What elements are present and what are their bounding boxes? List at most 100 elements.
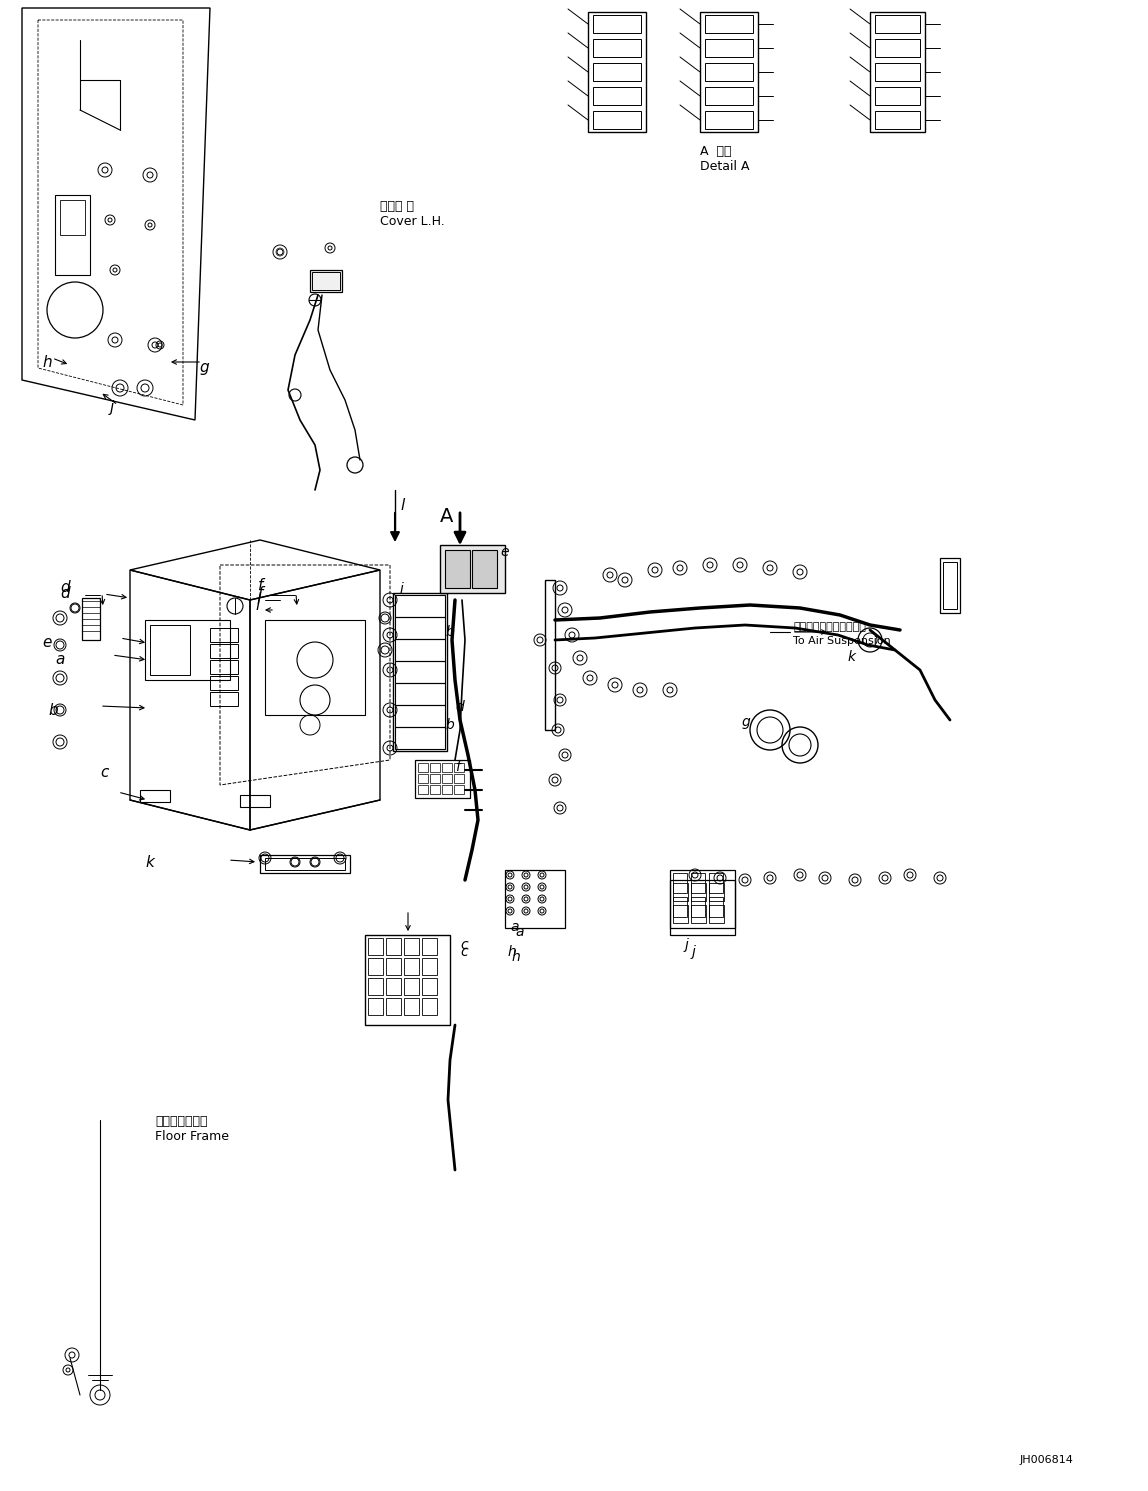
Text: A  詳細: A 詳細 [700,145,731,158]
Bar [369,997,383,1015]
Bar [594,15,641,33]
Bar [259,854,350,874]
Text: c: c [460,938,467,951]
Text: h: h [509,945,517,959]
Bar [386,978,401,994]
Bar [691,874,705,893]
Bar [240,795,270,807]
Text: f: f [258,586,263,601]
Bar [210,692,238,707]
Bar [395,705,445,728]
Text: Floor Frame: Floor Frame [155,1130,228,1144]
Bar [265,857,346,871]
Bar [691,883,706,901]
Bar [414,760,470,798]
Text: l: l [256,592,261,607]
Bar [422,959,437,975]
Bar [365,935,450,1024]
Bar [505,871,565,927]
Text: c: c [100,765,108,780]
Bar [442,763,452,772]
Bar [673,905,688,923]
Bar [418,784,428,795]
Bar [445,550,470,587]
Text: e: e [501,546,509,559]
Bar [442,784,452,795]
Bar [386,959,401,975]
Bar [875,110,920,130]
Bar [395,640,445,661]
Bar [210,644,238,658]
Bar [709,883,724,901]
Bar [395,617,445,640]
Bar [310,270,342,292]
Bar [453,763,464,772]
Text: e: e [42,635,52,650]
Bar [453,774,464,783]
Bar [691,905,706,923]
Bar [82,598,100,640]
Bar [588,12,646,133]
Text: To Air Suspension: To Air Suspension [793,637,891,646]
Bar [875,63,920,81]
Bar [404,938,419,956]
Bar [369,978,383,994]
Bar [430,774,440,783]
Bar [440,546,505,593]
Bar [140,790,170,802]
Bar [673,874,687,893]
Bar [875,86,920,104]
Bar [422,938,437,956]
Text: エアーサスペンションへ: エアーサスペンションへ [793,622,866,632]
Bar [210,675,238,690]
Bar [404,997,419,1015]
Text: フロアフレーム: フロアフレーム [155,1115,208,1129]
Bar [150,625,191,675]
Text: a: a [55,652,64,666]
Bar [870,12,925,133]
Bar [594,110,641,130]
Text: j: j [685,938,689,951]
Bar [395,683,445,705]
Text: i: i [400,581,404,596]
Bar [705,63,753,81]
Text: d: d [60,586,70,601]
Bar [705,39,753,57]
Bar [670,880,735,935]
Text: a: a [515,924,523,939]
Text: a: a [510,920,519,933]
Bar [210,628,238,643]
Bar [709,905,724,923]
Bar [395,728,445,748]
Bar [210,661,238,674]
Bar [673,898,687,917]
Text: b: b [48,702,57,719]
Bar [709,898,723,917]
Bar [875,39,920,57]
Bar [472,550,497,587]
Bar [705,15,753,33]
Bar [442,774,452,783]
Bar [705,110,753,130]
Bar [670,871,735,927]
Bar [404,959,419,975]
Bar [145,620,230,680]
Text: JH006814: JH006814 [1021,1455,1073,1466]
Bar [395,595,445,617]
Bar [673,883,688,901]
Text: k: k [145,854,154,871]
Bar [943,562,957,608]
Text: b: b [445,625,453,640]
Bar [395,661,445,683]
Text: d: d [455,699,464,714]
Bar [545,580,554,731]
Text: g: g [200,359,210,376]
Text: h: h [42,355,52,370]
Text: f: f [258,579,263,593]
Bar [430,763,440,772]
Text: b: b [445,719,453,732]
Text: f: f [455,760,460,774]
Bar [594,39,641,57]
Text: d: d [60,580,70,595]
Text: c: c [460,945,467,959]
